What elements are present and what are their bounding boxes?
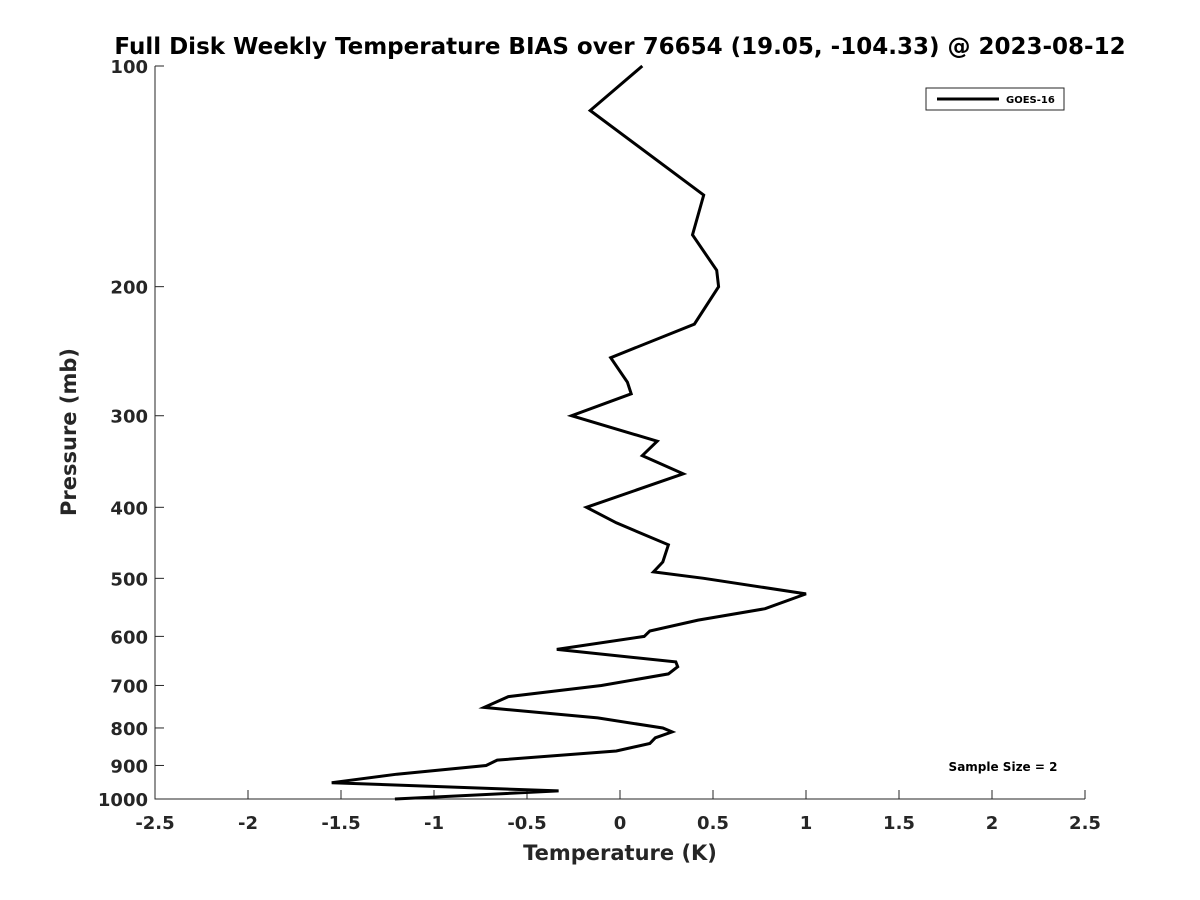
- y-tick-label: 200: [110, 278, 148, 299]
- x-tick-label: -2: [238, 813, 258, 834]
- x-tick-label: 1.5: [883, 813, 915, 834]
- y-tick-label: 600: [110, 627, 148, 648]
- y-tick-label: 300: [110, 407, 148, 428]
- sample-size-annotation: Sample Size = 2: [949, 760, 1058, 774]
- y-tick-label: 100: [110, 57, 148, 78]
- legend: GOES-16: [925, 87, 1065, 111]
- tick-group: -2.5 -2 -1.5 -1 -0.5 0 0.5 1 1.5 2 2.5 100 200 300 400…: [98, 57, 1101, 834]
- y-tick-label: 1000: [98, 790, 148, 811]
- x-axis-label: Temperature (K): [523, 841, 717, 865]
- x-tick-label: -1: [424, 813, 444, 834]
- series-line-goes-16: [331, 64, 807, 801]
- x-tick-label: -1.5: [321, 813, 360, 834]
- y-tick-label: 400: [110, 498, 148, 519]
- y-tick-label: 800: [110, 719, 148, 740]
- x-tick-label: 0: [614, 813, 627, 834]
- x-tick-label: 2.5: [1069, 813, 1101, 834]
- legend-label: GOES-16: [1006, 95, 1055, 106]
- y-tick-label: 900: [110, 756, 148, 777]
- series-group: [331, 64, 807, 801]
- y-tick-label: 700: [110, 676, 148, 697]
- x-tick-label: -2.5: [135, 813, 174, 834]
- y-axis-label: Pressure (mb): [57, 348, 81, 516]
- x-tick-label: -0.5: [507, 813, 546, 834]
- y-tick-label: 500: [110, 569, 148, 590]
- x-tick-label: 0.5: [697, 813, 729, 834]
- x-tick-label: 2: [986, 813, 999, 834]
- chart-title: Full Disk Weekly Temperature BIAS over 7…: [114, 34, 1125, 60]
- x-tick-label: 1: [800, 813, 813, 834]
